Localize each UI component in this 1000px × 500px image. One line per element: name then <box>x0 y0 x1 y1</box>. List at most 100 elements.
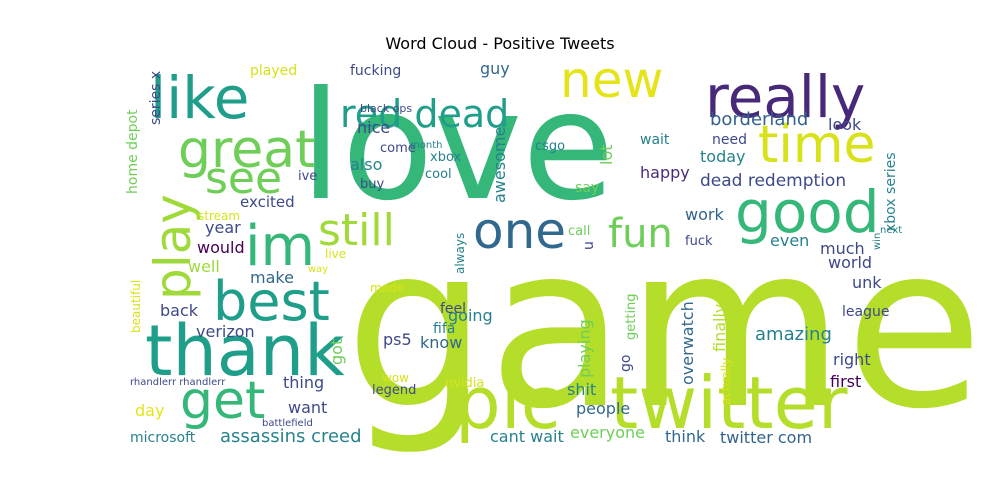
word-thing: thing <box>283 373 324 392</box>
word-really: really <box>705 63 865 131</box>
word-excited: excited <box>240 193 295 211</box>
word-im: im <box>245 214 315 279</box>
word-win: win <box>872 233 883 250</box>
word-red-dead: red dead <box>340 92 509 136</box>
word-buy: buy <box>360 177 384 192</box>
word-series-x: series x <box>148 71 164 125</box>
word-played: played <box>250 63 297 79</box>
word-back: back <box>160 301 199 320</box>
word-much: much <box>820 239 865 258</box>
word-guy: guy <box>480 59 510 78</box>
word-call: call <box>568 224 590 239</box>
word-overwatch: overwatch <box>678 301 697 385</box>
word-everyone: everyone <box>570 423 645 442</box>
word-day: day <box>135 401 164 420</box>
word-getting: getting <box>624 293 639 340</box>
word-new: new <box>560 51 663 109</box>
word-csgo: csgo <box>535 139 565 154</box>
word-know: know <box>420 333 462 352</box>
word-best: best <box>213 270 330 333</box>
word-thank: thank <box>145 310 345 392</box>
word-going: going <box>448 306 493 325</box>
word-got: got <box>327 339 346 365</box>
word-month: month <box>410 140 442 151</box>
word-world: world <box>828 253 872 272</box>
word-go: go <box>618 355 634 372</box>
word-actually: actually <box>719 358 733 405</box>
word-awesome: awesome <box>490 127 509 203</box>
word-feel: feel <box>440 301 466 317</box>
word-look: look <box>828 115 862 134</box>
word-great: great <box>178 120 316 180</box>
word-xbox-series: xbox series <box>883 152 899 232</box>
word-good: good <box>735 178 880 246</box>
word-today: today <box>700 147 746 166</box>
word-need: need <box>712 132 747 148</box>
word-xbox: xbox <box>430 150 461 165</box>
word-battlefield: battlefield <box>262 418 313 429</box>
word-say: say <box>575 180 599 196</box>
word-see: see <box>205 153 282 204</box>
word-get: get <box>180 371 265 431</box>
word-one: one <box>473 202 566 260</box>
word-happy: happy <box>640 163 690 182</box>
word-right: right <box>833 350 871 369</box>
word-work: work <box>685 205 724 224</box>
word-nice: nice <box>357 118 390 137</box>
word-think: think <box>665 427 706 446</box>
word-pic: pic <box>455 361 560 445</box>
word-ps5: ps5 <box>383 330 412 349</box>
word-legend: legend <box>372 383 416 398</box>
word-fifa: fifa <box>433 321 455 337</box>
word-u: u <box>581 241 597 250</box>
word-stream: stream <box>198 209 240 223</box>
word-would: would <box>197 238 245 257</box>
word-people: people <box>576 399 630 418</box>
word-unk: unk <box>852 273 882 292</box>
word-rhandlerr-rhandlerr: rhandlerr rhandlerr <box>130 377 226 388</box>
word-twitter-com: twitter com <box>720 428 812 447</box>
word-made: made <box>370 281 404 295</box>
word-game: game <box>345 197 983 459</box>
word-amazing: amazing <box>755 324 832 345</box>
word-come: come <box>380 141 416 156</box>
word-fucking: fucking <box>350 63 401 79</box>
word-always: always <box>453 233 467 274</box>
word-like: like <box>150 64 249 132</box>
word-microsoft: microsoft <box>130 430 196 446</box>
word-home-depot: home depot <box>125 109 141 194</box>
word-wow: wow <box>382 371 409 385</box>
word-next: next <box>880 225 902 236</box>
word-wait: wait <box>640 132 670 148</box>
word-year: year <box>205 218 241 237</box>
word-nvidia: nvidia <box>445 376 484 391</box>
word-also: also <box>350 155 382 174</box>
word-first: first <box>830 372 861 391</box>
word-play: play <box>144 194 202 300</box>
word-time: time <box>758 115 875 175</box>
word-black-ops: black ops <box>360 102 412 115</box>
word-cant-wait: cant wait <box>490 427 564 446</box>
word-verizon: verizon <box>196 322 255 341</box>
word-want: want <box>288 398 327 417</box>
word-fun: fun <box>608 211 673 257</box>
chart-title: Word Cloud - Positive Tweets <box>385 34 615 53</box>
word-love: love <box>300 60 615 234</box>
word-make: make <box>250 268 294 287</box>
word-playing: playing <box>575 319 594 378</box>
word-assassins-creed: assassins creed <box>220 426 362 447</box>
word-way: way <box>308 264 328 275</box>
word-twitter: twitter <box>610 361 848 445</box>
word-live: live <box>325 247 346 261</box>
word-beautiful: beautiful <box>129 280 143 333</box>
word-shit: shit <box>567 380 596 399</box>
word-fuck: fuck <box>685 234 713 249</box>
word-dead-redemption: dead redemption <box>700 171 846 191</box>
word-lot: lot <box>597 144 616 165</box>
word-finally: finally <box>710 304 729 352</box>
word-well: well <box>188 257 220 276</box>
word-even: even <box>770 231 809 250</box>
word-still: still <box>318 205 395 256</box>
word-ive: ive <box>298 169 317 184</box>
